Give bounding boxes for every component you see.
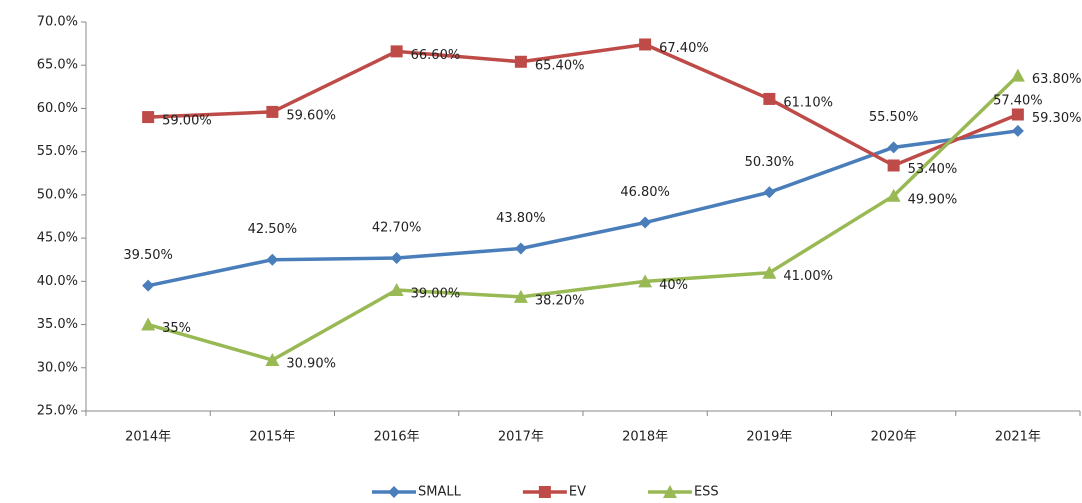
point xyxy=(266,253,279,266)
data-label: 66.60% xyxy=(411,48,461,63)
point xyxy=(141,317,156,331)
data-label: 46.80% xyxy=(620,185,670,200)
data-label: 53.40% xyxy=(908,162,958,177)
point xyxy=(390,45,403,58)
legend-marker xyxy=(538,486,551,498)
data-label: 61.10% xyxy=(783,95,833,110)
point xyxy=(265,352,280,366)
point xyxy=(1010,68,1025,82)
y-tick-label: 60.0% xyxy=(37,101,78,116)
point xyxy=(887,159,900,172)
x-tick-label: 2020年 xyxy=(871,430,917,445)
y-tick-label: 25.0% xyxy=(37,404,78,419)
data-label: 38.20% xyxy=(535,293,585,308)
data-label: 59.00% xyxy=(162,114,212,129)
point xyxy=(266,105,279,118)
legend-marker xyxy=(662,485,677,498)
data-label: 63.80% xyxy=(1032,72,1082,87)
data-label: 43.80% xyxy=(496,211,546,226)
point xyxy=(514,55,527,68)
point xyxy=(514,242,527,255)
series-line xyxy=(147,129,1019,288)
legend-label: SMALL xyxy=(418,485,462,500)
point xyxy=(886,188,901,202)
point xyxy=(762,265,777,279)
x-tick-label: 2021年 xyxy=(995,430,1041,445)
data-label: 59.30% xyxy=(1032,111,1082,126)
y-tick-label: 50.0% xyxy=(37,187,78,202)
data-label: 49.90% xyxy=(908,192,958,207)
data-label: 35% xyxy=(162,321,191,336)
legend-label: EV xyxy=(569,485,586,500)
point xyxy=(142,279,155,292)
data-label: 40% xyxy=(659,278,688,293)
y-tick-label: 40.0% xyxy=(37,274,78,289)
point xyxy=(513,289,528,303)
point xyxy=(1011,124,1024,137)
data-label: 65.40% xyxy=(535,58,585,73)
data-label: 50.30% xyxy=(745,155,795,170)
x-tick-label: 2018年 xyxy=(622,430,668,445)
data-label: 30.90% xyxy=(286,356,336,371)
point xyxy=(887,141,900,154)
y-tick-label: 45.0% xyxy=(37,231,78,246)
data-label: 57.40% xyxy=(993,93,1043,108)
point xyxy=(639,38,652,51)
series-line xyxy=(147,74,1020,362)
point xyxy=(638,274,653,288)
y-tick-label: 30.0% xyxy=(37,360,78,375)
data-label: 41.00% xyxy=(783,269,833,284)
data-label: 59.60% xyxy=(286,108,336,123)
x-tick-label: 2019年 xyxy=(746,430,792,445)
data-label: 42.50% xyxy=(248,222,298,237)
point xyxy=(639,216,652,229)
point xyxy=(763,186,776,199)
x-tick-label: 2016年 xyxy=(374,430,420,445)
point xyxy=(390,251,403,264)
data-label: 39.50% xyxy=(123,248,173,263)
x-tick-label: 2014年 xyxy=(125,430,171,445)
y-tick-label: 70.0% xyxy=(37,15,78,30)
point xyxy=(142,111,155,124)
data-label: 39.00% xyxy=(411,286,461,301)
point xyxy=(1011,108,1024,121)
series-line xyxy=(148,42,1019,168)
y-tick-label: 35.0% xyxy=(37,317,78,332)
point xyxy=(389,282,404,296)
data-label: 55.50% xyxy=(869,110,919,125)
point xyxy=(763,92,776,105)
legend-marker xyxy=(388,486,400,498)
data-label: 67.40% xyxy=(659,41,709,56)
y-tick-label: 55.0% xyxy=(37,144,78,159)
x-tick-label: 2015年 xyxy=(249,430,295,445)
y-tick-label: 65.0% xyxy=(37,58,78,73)
legend-label: ESS xyxy=(694,485,719,500)
x-tick-label: 2017年 xyxy=(498,430,544,445)
data-label: 42.70% xyxy=(372,220,422,235)
